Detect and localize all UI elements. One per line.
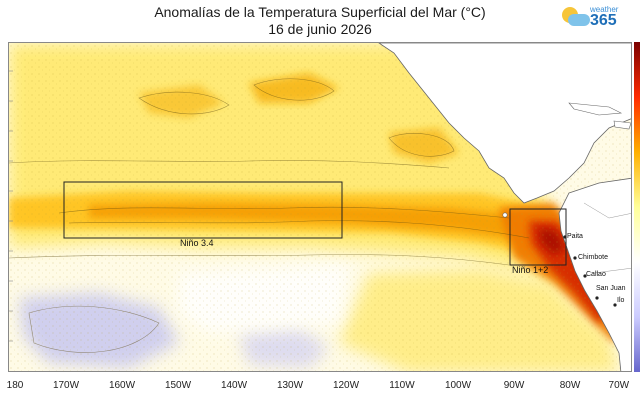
border-lines (583, 202, 631, 274)
city-label-chimbote: Chimbote (578, 254, 608, 261)
map-svg (9, 43, 631, 371)
logo-word: weather (590, 5, 619, 14)
longitude-tick-label: 80W (559, 380, 581, 391)
longitude-tick-label: 180 (6, 380, 24, 391)
logo-number: 365 (590, 12, 617, 29)
land-north-america (378, 43, 631, 204)
galapagos-island (502, 212, 508, 218)
color-scale-strip (634, 42, 640, 372)
longitude-tick-label: 70W (608, 380, 630, 391)
nino12-label: Niño 1+2 (512, 265, 549, 275)
longitude-tick-label: 120W (332, 380, 360, 391)
sst-anomaly-map (8, 42, 632, 372)
longitude-tick-label: 150W (164, 380, 192, 391)
land-hispaniola (613, 120, 631, 130)
longitude-tick-label: 100W (444, 380, 472, 391)
city-markers (563, 235, 617, 307)
nino34-box (63, 181, 343, 239)
cloud-icon (568, 14, 590, 26)
nino34-label: Niño 3.4 (180, 238, 214, 248)
longitude-tick-label: 110W (389, 380, 415, 391)
contour-lines (9, 78, 530, 353)
map-date: 16 de junio 2026 (268, 21, 372, 37)
longitude-tick-label: 90W (503, 380, 525, 391)
longitude-tick-label: 130W (276, 380, 304, 391)
weather365-logo[interactable]: weather 365 (560, 3, 634, 33)
longitude-tick-label: 170W (52, 380, 80, 391)
longitude-tick-label: 160W (108, 380, 136, 391)
longitude-tick-label: 140W (220, 380, 248, 391)
map-title: Anomalías de la Temperatura Superficial … (154, 4, 486, 20)
city-label-callao: Callao (586, 271, 606, 278)
city-label-ilo: Ilo (617, 297, 625, 304)
latitude-ticks (9, 70, 13, 342)
city-label-san-juan: San Juan (596, 285, 626, 292)
land-cuba (568, 102, 623, 116)
land-south-america (558, 177, 631, 371)
city-label-paita: Paita (567, 233, 583, 240)
